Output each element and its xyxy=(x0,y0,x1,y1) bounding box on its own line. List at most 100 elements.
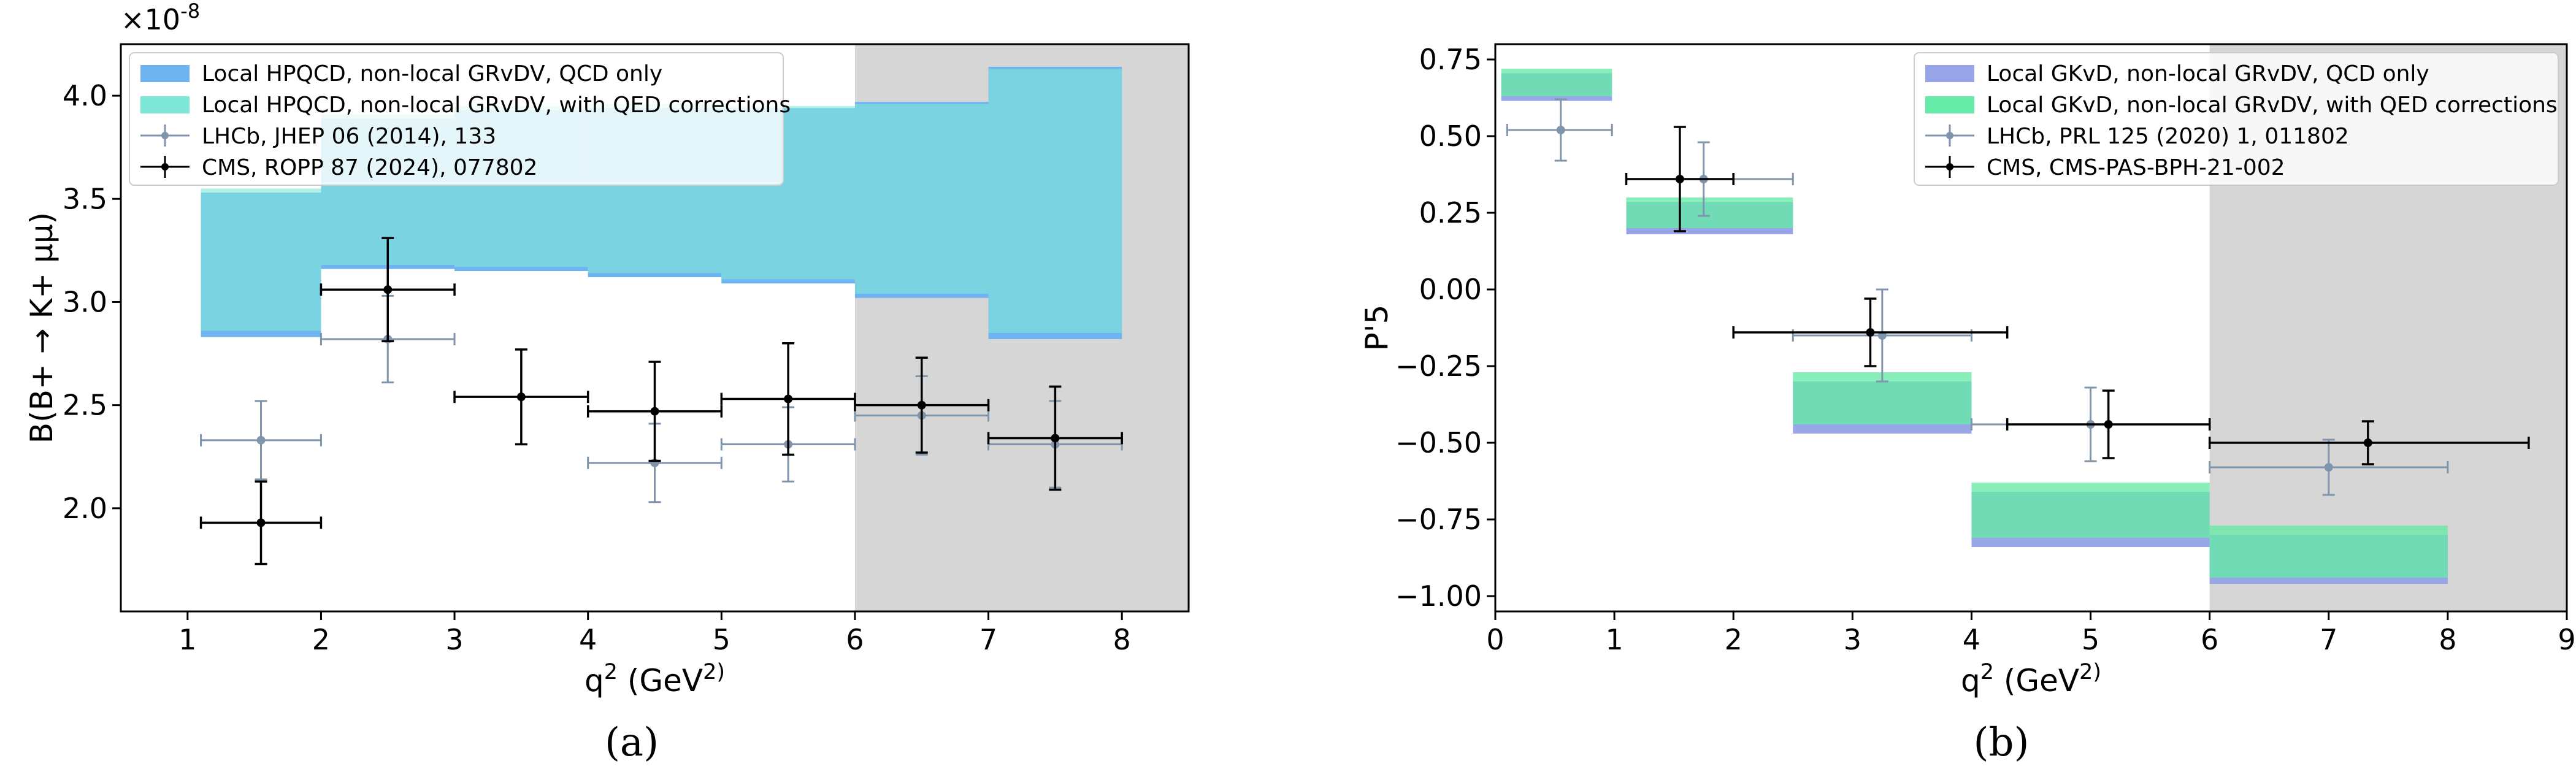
x-tick-label: 7 xyxy=(979,623,997,656)
y-axis-label: P'5 xyxy=(1359,305,1395,351)
legend-label: Local HPQCD, non-local GRvDV, with QED c… xyxy=(202,93,791,118)
marker xyxy=(2104,420,2113,429)
y-multiplier: ×10-8 xyxy=(121,0,200,36)
x-tick-label: 3 xyxy=(1844,623,1861,656)
prediction-bin xyxy=(1501,69,1612,96)
legend: Local GKvD, non-local GRvDV, QCD only Loc… xyxy=(1914,52,2559,186)
data-point xyxy=(1506,98,1613,162)
y-tick-label: 2.5 xyxy=(63,389,107,422)
x-tick-label: 7 xyxy=(2320,623,2337,656)
marker xyxy=(784,394,793,404)
legend-label: CMS, CMS-PAS-BPH-21-002 xyxy=(1987,155,2285,180)
measurement-series-0 xyxy=(1506,98,2449,496)
data-point xyxy=(587,423,723,503)
data-point xyxy=(586,361,723,462)
data-point xyxy=(199,480,323,565)
x-tick-label: 2 xyxy=(312,623,330,656)
marker xyxy=(383,285,393,294)
legend-entry: LHCb, PRL 125 (2020) 1, 011802 xyxy=(1925,124,2349,149)
x-tick-label: 1 xyxy=(178,623,196,656)
measurement-series-1 xyxy=(1625,126,2530,465)
legend-swatch xyxy=(1925,96,1974,113)
x-tick-label: 1 xyxy=(1605,623,1623,656)
legend-entry: CMS, ROPP 87 (2024), 077802 xyxy=(140,155,537,180)
data-point xyxy=(987,385,1123,491)
data-point xyxy=(2209,438,2449,496)
prediction-bin xyxy=(854,104,989,294)
x-tick-label: 6 xyxy=(846,623,864,656)
prediction-bin xyxy=(1971,483,2210,538)
data-point xyxy=(1792,288,1972,383)
prediction-bin xyxy=(988,69,1122,333)
x-tick-label: 3 xyxy=(445,623,463,656)
data-point xyxy=(720,342,856,456)
y-tick-label: 0.75 xyxy=(1419,43,1482,76)
marker xyxy=(1866,328,1875,337)
x-tick-label: 9 xyxy=(2558,623,2575,656)
y-tick-label: 0.25 xyxy=(1419,196,1482,229)
legend-entry: Local GKvD, non-local GRvDV, with QED co… xyxy=(1925,93,2558,118)
panel-a: 1 2 3 4 5 6 7 8 2.0 2.5 3.0 3.5 4.0 ×10-8 q2 (GeV2) B(B… xyxy=(24,0,1190,765)
legend-label: LHCb, PRL 125 (2020) 1, 011802 xyxy=(1987,124,2349,149)
x-tick-label: 8 xyxy=(1113,623,1131,656)
legend-marker xyxy=(161,132,169,139)
marker xyxy=(256,518,266,527)
x-tick-label: 5 xyxy=(2082,623,2099,656)
marker xyxy=(917,400,926,410)
legend-label: Local HPQCD, non-local GRvDV, QCD only xyxy=(202,61,662,86)
legend-entry: CMS, CMS-PAS-BPH-21-002 xyxy=(1925,155,2285,180)
data-point xyxy=(1625,126,1735,232)
axes-frame xyxy=(1494,43,2568,613)
legend-entry: LHCb, JHEP 06 (2014), 133 xyxy=(140,124,496,149)
axes-frame xyxy=(120,43,1190,613)
legend: Local HPQCD, non-local GRvDV, QCD only Lo… xyxy=(129,52,791,186)
x-axis-label: q2 (GeV2) xyxy=(1961,660,2101,699)
legend-marker xyxy=(1946,132,1953,139)
legend-box xyxy=(129,52,784,186)
y-tick-label: −1.00 xyxy=(1395,580,1482,613)
x-tick-label: 4 xyxy=(1963,623,1980,656)
marker xyxy=(2363,438,2372,447)
marker xyxy=(516,392,526,402)
y-tick-label: 2.0 xyxy=(63,492,107,525)
legend-entry: Local HPQCD, non-local GRvDV, QCD only xyxy=(140,61,662,86)
y-tick-label: 4.0 xyxy=(63,79,107,112)
marker xyxy=(1556,126,1565,134)
legend-label: LHCb, JHEP 06 (2014), 133 xyxy=(202,124,496,149)
legend-label: Local GKvD, non-local GRvDV, with QED co… xyxy=(1987,93,2558,118)
prediction-series-1 xyxy=(1501,69,2448,578)
x-tick-label: 6 xyxy=(2201,623,2218,656)
y-axis-label: B(B+ → K+ μμ) xyxy=(24,212,59,443)
x-axis-label: q2 (GeV2) xyxy=(585,660,725,699)
data-point xyxy=(854,356,990,454)
y-tick-label: 3.0 xyxy=(63,285,107,318)
y-tick-label: 0.00 xyxy=(1419,273,1482,306)
data-point xyxy=(453,348,589,446)
prediction-bin xyxy=(201,188,321,331)
data-point xyxy=(2208,420,2530,465)
marker xyxy=(2324,463,2333,472)
legend-swatch xyxy=(140,96,190,113)
prediction-bin xyxy=(1626,197,1793,228)
legend-marker xyxy=(1946,163,1953,170)
panel-label: (a) xyxy=(605,720,659,765)
y-tick-label: −0.25 xyxy=(1395,350,1482,383)
data-point xyxy=(2006,389,2211,459)
marker xyxy=(256,435,266,445)
legend-entry: Local GKvD, non-local GRvDV, QCD only xyxy=(1925,61,2429,86)
y-tick-label: 3.5 xyxy=(63,182,107,215)
x-tick-label: 8 xyxy=(2439,623,2456,656)
marker xyxy=(1675,175,1684,183)
y-tick-label: −0.50 xyxy=(1395,426,1482,459)
legend-swatch xyxy=(1925,65,1974,82)
marker xyxy=(650,407,659,416)
data-point xyxy=(1732,297,2009,367)
legend-marker xyxy=(161,163,169,170)
legend-entry: Local HPQCD, non-local GRvDV, with QED c… xyxy=(140,93,791,118)
legend-swatch xyxy=(140,65,190,82)
x-tick-label: 5 xyxy=(713,623,730,656)
data-point xyxy=(320,237,456,343)
data-point xyxy=(200,400,322,481)
panel-label: (b) xyxy=(1974,720,2030,765)
